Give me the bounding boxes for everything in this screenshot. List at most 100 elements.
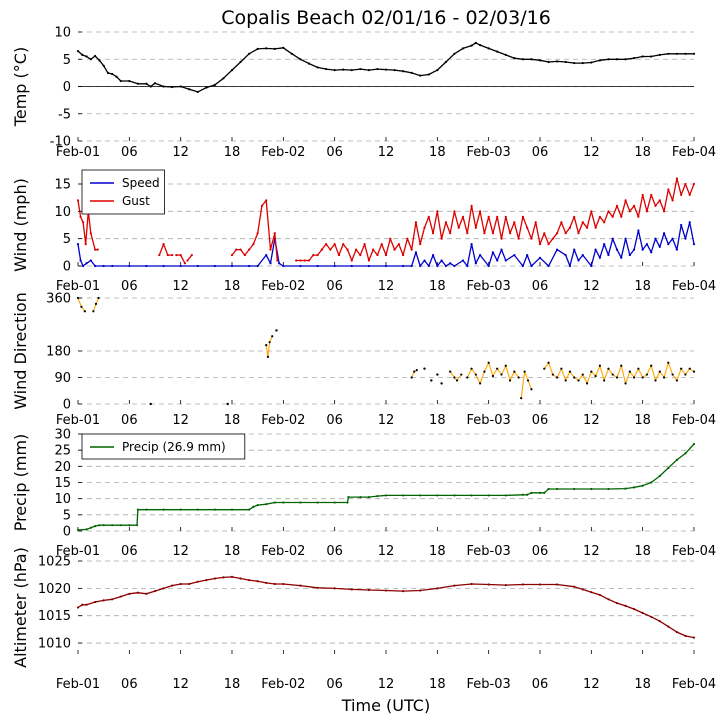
wind-gust-point	[414, 221, 418, 224]
temp-xtick-label: Feb-02	[261, 145, 305, 160]
wind-gust-point	[79, 215, 82, 218]
direction-direction-point	[413, 370, 416, 373]
altimeter-altimeter-point	[538, 583, 542, 586]
altimeter-altimeter-point	[658, 620, 661, 623]
temp-temp-point	[273, 47, 276, 50]
altimeter-xtick-label: 06	[532, 677, 549, 692]
altimeter-altimeter-point	[641, 611, 644, 615]
altimeter-xtick-label: 18	[429, 677, 446, 692]
direction-xtick-label: 06	[121, 413, 138, 428]
wind-gust-point	[598, 215, 601, 218]
wind-speed-point	[256, 264, 259, 268]
precip-precip-26-9-mm-point	[252, 505, 255, 508]
direction-direction-line	[520, 371, 532, 399]
wind-gust-point	[239, 248, 242, 251]
temp-temp-point	[239, 60, 242, 64]
direction-direction-point	[92, 310, 95, 313]
direction-direction-point	[543, 367, 546, 370]
altimeter-xtick-label: Feb-03	[467, 677, 511, 692]
direction-direction-point	[628, 370, 631, 373]
precip-precip-26-9-mm-point	[213, 508, 216, 511]
direction-direction-point	[266, 355, 270, 358]
wind-speed-point	[680, 223, 683, 227]
wind-speed-point	[299, 264, 302, 268]
wind-gust-point	[363, 243, 366, 246]
wind-gust-point	[354, 248, 358, 251]
direction-xtick-label: Feb-04	[672, 413, 716, 428]
wind-xtick-label: 06	[326, 279, 343, 294]
wind-speed-point	[521, 264, 524, 268]
wind-gust-point	[671, 199, 674, 202]
precip-precip-26-9-mm-point	[98, 524, 101, 527]
altimeter-altimeter-point	[81, 603, 84, 606]
wind-gust-point	[252, 243, 255, 246]
altimeter-xtick-label: 12	[172, 677, 189, 692]
wind-gust-point	[466, 232, 469, 235]
wind-gust-point	[171, 253, 174, 257]
precip-precip-26-9-mm-point	[650, 481, 653, 484]
direction-direction-point	[460, 373, 463, 376]
temp-temp-point	[658, 53, 661, 56]
wind-speed-point	[102, 264, 105, 268]
temp-temp-point	[162, 85, 165, 88]
wind-speed-point	[466, 264, 469, 268]
wind-legend-label: Gust	[122, 194, 150, 208]
precip-precip-26-9-mm-point	[196, 508, 199, 511]
direction-xtick-label: 12	[378, 413, 395, 428]
wind-speed-point	[431, 253, 435, 257]
temp-temp-point	[410, 71, 413, 74]
temp-xtick-label: Feb-03	[467, 145, 511, 160]
temp-temp-point	[598, 59, 601, 62]
altimeter-altimeter-point	[598, 593, 601, 597]
wind-speed-point	[650, 251, 653, 254]
temp-temp-point	[145, 82, 148, 85]
wind-xtick-label: 18	[634, 279, 651, 294]
direction-direction-sparse-point	[226, 402, 229, 406]
wind-gust-point	[641, 193, 644, 197]
wind-gust-point	[372, 248, 375, 251]
direction-direction-point	[650, 364, 653, 367]
direction-direction-point	[692, 370, 696, 373]
direction-direction-point	[556, 376, 559, 379]
temp-xtick-label: Feb-04	[672, 145, 716, 160]
wind-speed-point	[573, 248, 576, 251]
precip-xtick-label: 18	[224, 544, 241, 559]
precip-precip-26-9-mm-point	[265, 503, 268, 506]
temp-temp-point	[444, 60, 447, 64]
wind-speed-point	[675, 248, 678, 251]
direction-panel: 0 90 180 360 Feb-01 06 12 18 Feb-02 06 12 18 Feb-03 0…	[11, 292, 716, 429]
direction-direction-point	[564, 379, 567, 382]
altimeter-altimeter-point	[85, 603, 88, 606]
altimeter-altimeter-point	[299, 584, 302, 587]
temp-temp-point	[624, 58, 627, 61]
wind-gust-point	[483, 232, 486, 235]
direction-direction-sparse-point	[423, 367, 426, 370]
direction-direction-point	[662, 376, 666, 379]
wind-speed-point	[79, 259, 82, 262]
wind-speed-point	[692, 243, 696, 246]
altimeter-altimeter-point	[94, 600, 97, 604]
wind-gust-point	[431, 232, 435, 235]
temp-temp-point	[487, 47, 490, 50]
wind-ytick-label: 15	[54, 178, 71, 193]
precip-precip-26-9-mm-point	[436, 494, 439, 497]
wind-gust-point	[230, 253, 234, 257]
precip-precip-26-9-mm-point	[145, 508, 148, 511]
altimeter-altimeter-point	[76, 606, 80, 609]
wind-gust-point	[350, 259, 353, 262]
wind-speed-point	[213, 264, 216, 268]
precip-precip-26-9-mm-point	[573, 487, 576, 491]
wind-gust-point	[260, 204, 264, 207]
wind-gust-point	[637, 215, 640, 218]
altimeter-altimeter-point	[453, 584, 456, 587]
altimeter-altimeter-point	[384, 589, 388, 592]
temp-temp-point	[342, 68, 345, 71]
wind-gust-point	[423, 226, 426, 229]
altimeter-altimeter-point	[265, 581, 268, 584]
wind-speed-point	[645, 243, 649, 246]
altimeter-altimeter-line	[77, 576, 695, 639]
altimeter-altimeter-point	[222, 576, 225, 579]
wind-gust-point	[94, 248, 97, 251]
wind-gust-point	[470, 204, 473, 207]
wind-gust-point	[183, 262, 187, 265]
